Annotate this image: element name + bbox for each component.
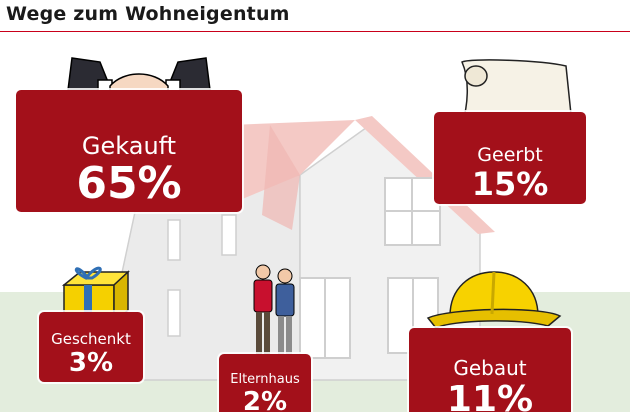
- card-geerbt: Geerbt 15%: [434, 112, 586, 204]
- label-geschenkt: Geschenkt: [51, 330, 131, 348]
- card-geschenkt: Geschenkt 3%: [39, 312, 143, 382]
- value-geerbt: 15%: [471, 165, 549, 203]
- value-elternhaus: 2%: [242, 387, 288, 417]
- page-title: Wege zum Wohneigentum: [6, 3, 290, 25]
- label-gekauft: Gekauft: [81, 132, 177, 160]
- label-elternhaus: Elternhaus: [230, 372, 300, 387]
- card-elternhaus: Elternhaus 2%: [219, 354, 311, 417]
- title-rule: [0, 31, 630, 32]
- value-gekauft: 65%: [76, 158, 182, 209]
- value-geschenkt: 3%: [68, 348, 114, 378]
- label-geerbt: Geerbt: [477, 144, 543, 166]
- elderly-couple-icon: [253, 264, 295, 362]
- hard-hat-icon: [426, 271, 562, 329]
- label-gebaut: Gebaut: [453, 356, 527, 380]
- gift-box-icon: [61, 266, 130, 325]
- card-gebaut: Gebaut 11%: [409, 328, 571, 420]
- card-gekauft: Gekauft 65%: [16, 90, 242, 212]
- value-gebaut: 11%: [446, 379, 534, 420]
